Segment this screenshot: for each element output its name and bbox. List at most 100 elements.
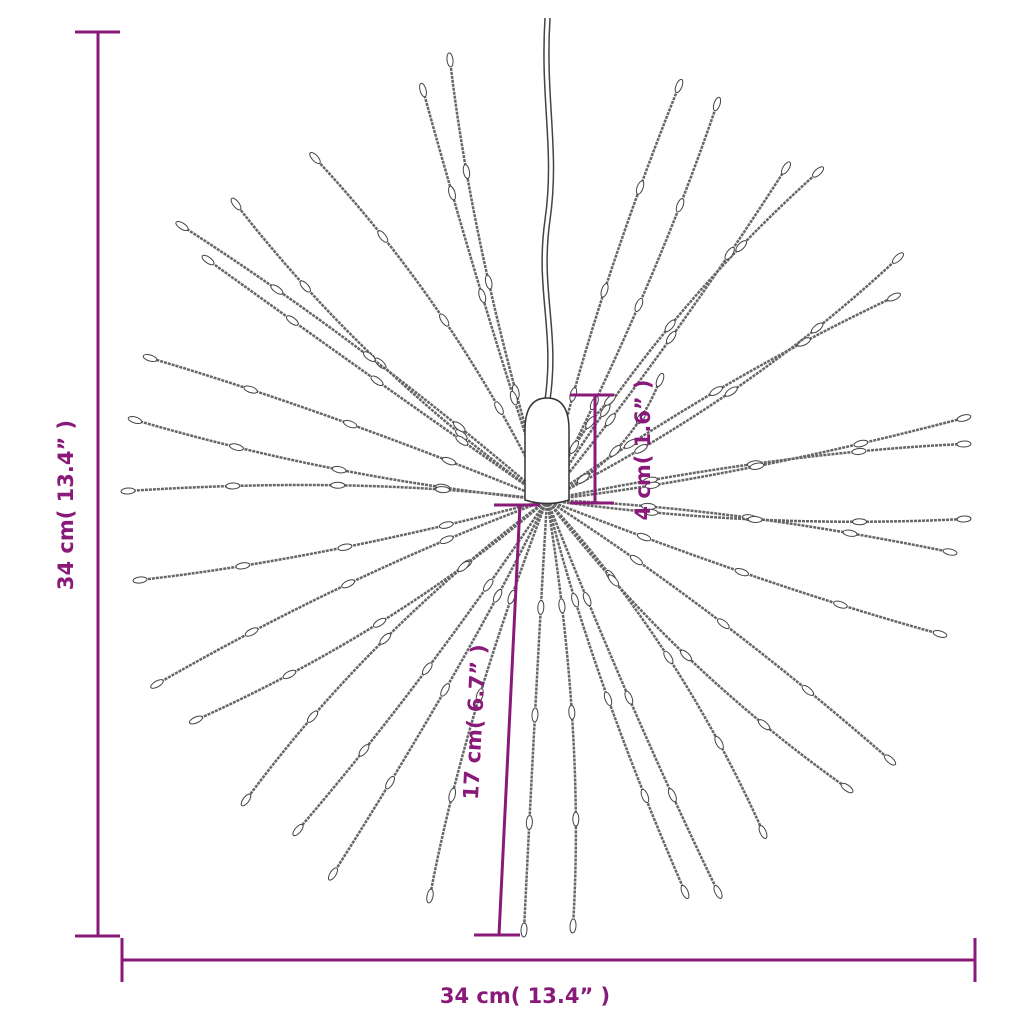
led-bulb xyxy=(734,567,749,577)
led-bulb xyxy=(525,814,533,830)
led-bulb xyxy=(439,535,454,545)
led-bulb xyxy=(840,782,854,794)
led-bulb xyxy=(582,592,592,607)
led-bulb xyxy=(327,867,339,881)
led-bulb xyxy=(629,554,643,566)
light-strand xyxy=(127,483,548,502)
led-bulb xyxy=(675,198,685,213)
power-cable xyxy=(541,17,555,401)
led-bulb xyxy=(842,529,858,537)
led-bulb xyxy=(604,394,616,406)
led-bulb xyxy=(419,82,427,98)
led-bulb xyxy=(240,793,252,807)
led-bulb xyxy=(810,322,824,334)
led-bulb xyxy=(225,482,241,490)
led-bulb xyxy=(757,719,771,731)
led-bulb xyxy=(292,823,304,837)
light-strand xyxy=(546,167,788,501)
led-bulb xyxy=(455,435,469,446)
light-strand xyxy=(545,399,611,501)
led-bulb xyxy=(663,650,674,664)
light-strand xyxy=(546,498,941,636)
light-strand xyxy=(448,59,549,501)
led-bulb xyxy=(780,161,792,175)
strand-dimension-line xyxy=(474,503,540,937)
led-bulb xyxy=(478,288,487,304)
led-bulb xyxy=(634,297,644,312)
led-bulb xyxy=(379,632,392,645)
led-bulb xyxy=(680,649,692,662)
height-label: 34 cm( 13.4” ) xyxy=(54,419,78,591)
led-bulb xyxy=(243,385,258,394)
led-bulb xyxy=(235,562,251,570)
led-bulb xyxy=(441,456,457,466)
led-bulb xyxy=(853,439,869,448)
led-bulb xyxy=(127,416,143,424)
led-bulb xyxy=(623,438,638,449)
led-bulb xyxy=(370,375,384,386)
led-bulb xyxy=(636,411,647,425)
led-bulb xyxy=(299,280,311,293)
led-bulb xyxy=(175,220,189,232)
led-bulb xyxy=(520,922,528,938)
led-bulb xyxy=(833,600,848,609)
led-bulb xyxy=(285,315,299,326)
led-bulb xyxy=(749,462,765,470)
led-bulb xyxy=(362,351,376,362)
led-bulb xyxy=(609,444,621,457)
cap-dimension-line xyxy=(570,393,614,505)
led-bulb xyxy=(230,197,242,211)
led-bulb xyxy=(636,532,652,542)
led-bulb xyxy=(270,284,284,295)
led-bulb xyxy=(343,419,358,429)
led-bulb xyxy=(448,787,457,803)
led-bulb xyxy=(358,744,370,757)
light-strand xyxy=(207,258,548,502)
light-strand xyxy=(545,499,720,893)
led-bulb xyxy=(569,440,580,454)
led-bulb xyxy=(150,679,164,689)
light-strand xyxy=(546,416,965,502)
led-bulb xyxy=(667,788,677,803)
led-bulb xyxy=(531,707,539,723)
led-bulb xyxy=(956,440,972,448)
led-bulb xyxy=(956,515,972,523)
led-bulb xyxy=(201,254,215,266)
led-bulb xyxy=(635,180,645,195)
led-bulb xyxy=(188,715,204,725)
led-bulb xyxy=(724,386,738,397)
led-bulb xyxy=(385,775,396,790)
led-bulb xyxy=(244,627,259,637)
led-bulb xyxy=(435,486,451,494)
led-bulb xyxy=(120,487,136,495)
led-bulb xyxy=(680,884,690,900)
led-bulb xyxy=(537,599,545,615)
led-bulb xyxy=(484,274,493,290)
light-strand xyxy=(545,499,687,893)
led-bulb xyxy=(494,401,504,415)
led-bulb xyxy=(600,404,611,418)
light-strand xyxy=(297,499,549,831)
led-bulb xyxy=(643,508,659,516)
led-bulb xyxy=(438,521,454,529)
led-bulb xyxy=(558,598,566,614)
led-bulb xyxy=(709,386,723,396)
led-bulb xyxy=(735,240,748,253)
led-bulb xyxy=(372,617,387,628)
led-bulb xyxy=(640,788,650,804)
led-bulb xyxy=(440,683,450,697)
led-bulb xyxy=(712,96,722,112)
led-bulb xyxy=(644,481,660,489)
led-bulb xyxy=(811,166,825,178)
led-bulb xyxy=(132,576,148,584)
led-bulb xyxy=(852,518,868,526)
led-bulb xyxy=(664,319,676,333)
led-bulb xyxy=(571,592,580,608)
led-bulb xyxy=(634,443,648,454)
light-strand xyxy=(149,356,548,502)
led-bulb xyxy=(665,330,677,344)
led-bulb xyxy=(446,52,454,68)
led-bulb xyxy=(887,292,901,302)
